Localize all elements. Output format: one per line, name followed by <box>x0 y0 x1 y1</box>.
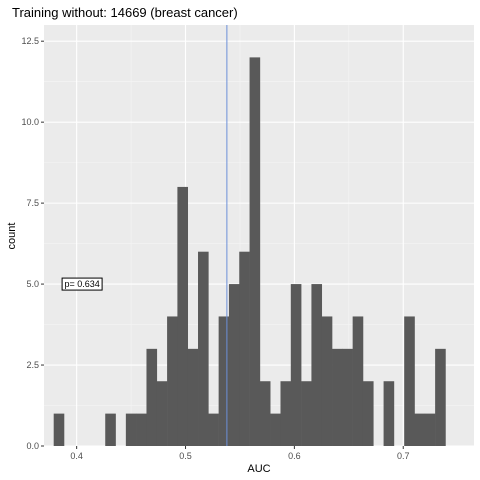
histogram-bar <box>404 316 415 446</box>
chart-title: Training without: 14669 (breast cancer) <box>12 5 238 20</box>
histogram-bar <box>208 413 219 446</box>
histogram-bar <box>301 381 312 446</box>
histogram-bar <box>383 381 395 446</box>
histogram-bar <box>218 316 230 446</box>
histogram-bar <box>198 251 209 446</box>
histogram-bar <box>177 186 189 446</box>
histogram-bar <box>352 316 364 446</box>
x-tick-label: 0.4 <box>70 451 83 461</box>
y-tick-label: 2.5 <box>26 360 39 370</box>
histogram-bar <box>280 381 292 446</box>
histogram-bar <box>321 316 333 446</box>
histogram-bar <box>311 284 323 446</box>
y-tick-label: 10.0 <box>21 117 39 127</box>
histogram-bar <box>146 348 158 446</box>
histogram-bar <box>156 381 168 446</box>
histogram-bar <box>187 348 199 446</box>
x-tick-label: 0.5 <box>179 451 192 461</box>
x-tick-label: 0.7 <box>397 451 410 461</box>
annotation-box <box>61 277 103 291</box>
histogram-bar <box>435 348 446 446</box>
histogram-bar <box>167 316 178 446</box>
y-tick-label: 5.0 <box>26 279 39 289</box>
y-tick-label: 0.0 <box>26 441 39 451</box>
y-tick-label: 12.5 <box>21 36 39 46</box>
histogram-bar <box>342 348 353 446</box>
p-value-annotation: p= 0.634 <box>61 277 103 291</box>
histogram-bar <box>105 413 116 446</box>
histogram-bar <box>290 284 302 446</box>
histogram-bar <box>53 413 65 446</box>
histogram-bars <box>53 57 446 447</box>
histogram-bar <box>136 413 147 446</box>
y-axis-label: count <box>6 223 18 250</box>
x-tick-label: 0.6 <box>288 451 301 461</box>
y-axis-ticks: 0.0 2.5 5.0 7.5 10.0 12.5 <box>21 36 44 451</box>
histogram-bar <box>270 413 281 446</box>
histogram-bar <box>125 413 137 446</box>
histogram-bar <box>424 413 436 446</box>
x-axis-label: AUC <box>247 463 270 475</box>
annotation-text: p= 0.634 <box>64 279 99 289</box>
histogram-bar <box>228 284 240 446</box>
histogram-bar <box>362 381 374 446</box>
histogram-bar <box>239 251 250 446</box>
histogram-bar <box>259 381 271 446</box>
x-axis-ticks: 0.4 0.5 0.6 0.7 <box>70 446 409 461</box>
histogram-bar <box>249 57 261 447</box>
histogram-bar <box>414 413 426 446</box>
y-tick-label: 7.5 <box>26 198 39 208</box>
histogram-bar <box>332 348 343 446</box>
